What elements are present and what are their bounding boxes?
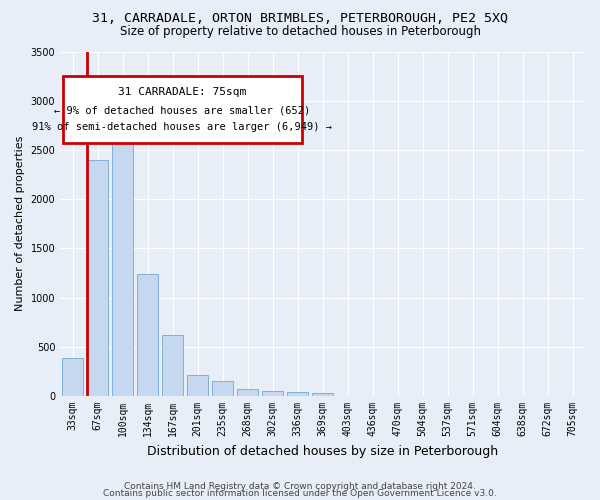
- Bar: [137, 274, 158, 396]
- Bar: [187, 375, 208, 396]
- Text: 91% of semi-detached houses are larger (6,949) →: 91% of semi-detached houses are larger (…: [32, 122, 332, 132]
- Bar: [162, 335, 183, 396]
- Bar: [237, 388, 258, 396]
- X-axis label: Distribution of detached houses by size in Peterborough: Distribution of detached houses by size …: [147, 444, 498, 458]
- Bar: [262, 390, 283, 396]
- Text: 31, CARRADALE, ORTON BRIMBLES, PETERBOROUGH, PE2 5XQ: 31, CARRADALE, ORTON BRIMBLES, PETERBORO…: [92, 12, 508, 26]
- Text: Contains HM Land Registry data © Crown copyright and database right 2024.: Contains HM Land Registry data © Crown c…: [124, 482, 476, 491]
- Bar: [212, 382, 233, 396]
- Bar: [312, 393, 333, 396]
- Bar: [287, 392, 308, 396]
- Text: Size of property relative to detached houses in Peterborough: Size of property relative to detached ho…: [119, 25, 481, 38]
- Text: 31 CARRADALE: 75sqm: 31 CARRADALE: 75sqm: [118, 88, 247, 98]
- Bar: [87, 160, 108, 396]
- Bar: [112, 140, 133, 396]
- Bar: [62, 358, 83, 396]
- Text: ← 9% of detached houses are smaller (652): ← 9% of detached houses are smaller (652…: [54, 106, 310, 116]
- FancyBboxPatch shape: [63, 76, 302, 143]
- Y-axis label: Number of detached properties: Number of detached properties: [15, 136, 25, 312]
- Text: Contains public sector information licensed under the Open Government Licence v3: Contains public sector information licen…: [103, 490, 497, 498]
